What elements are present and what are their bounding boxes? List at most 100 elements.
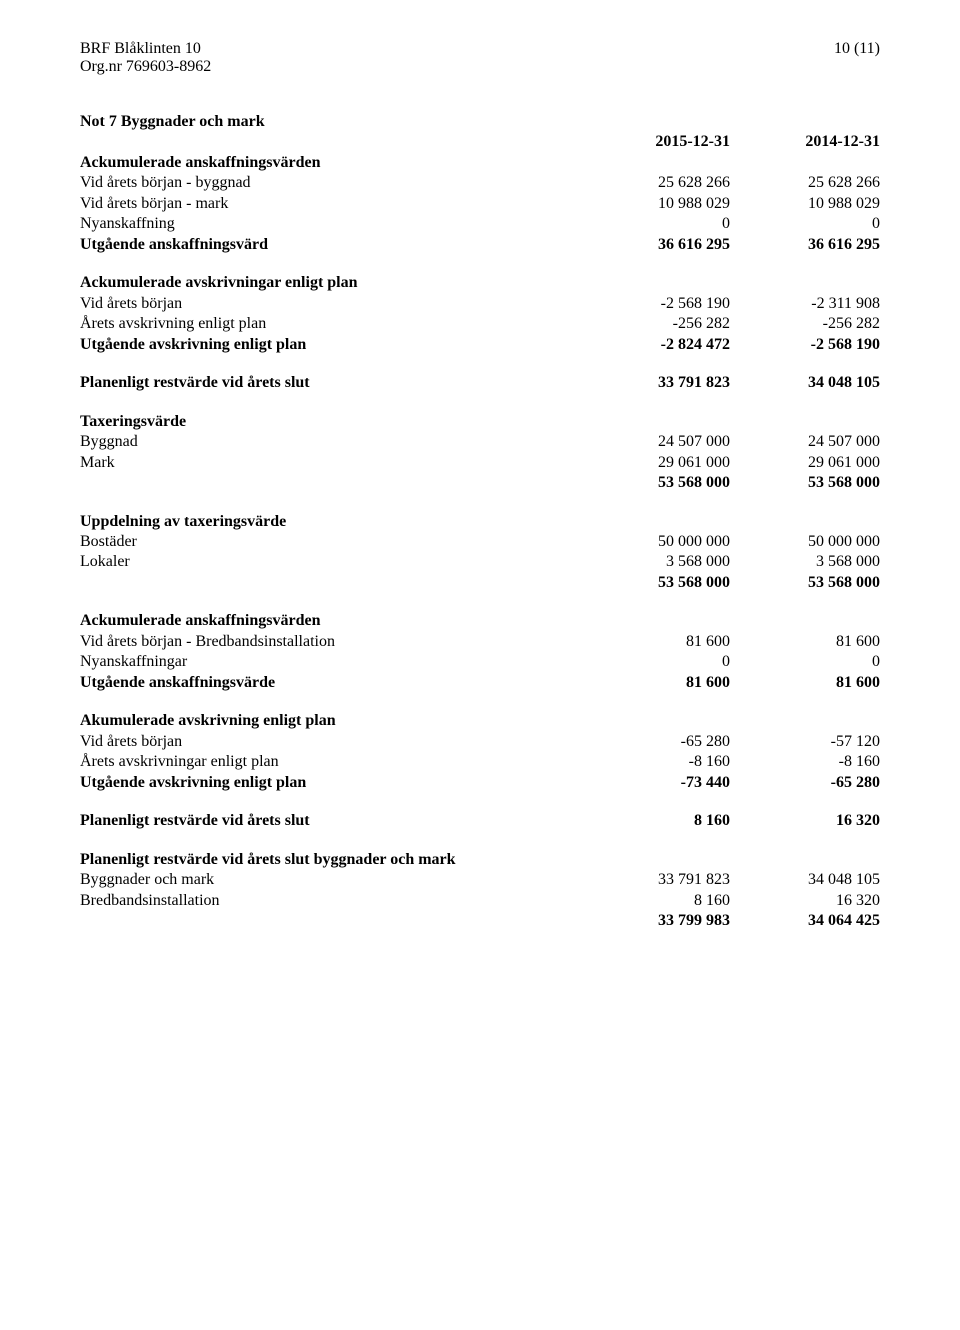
blank-label bbox=[80, 132, 580, 152]
row-value-1: -8 160 bbox=[580, 752, 730, 772]
row-value-2: 50 000 000 bbox=[730, 532, 880, 552]
row-value-2: 25 628 266 bbox=[730, 173, 880, 193]
row-label: Planenligt restvärde vid årets slut bbox=[80, 811, 580, 831]
row-value-2: 53 568 000 bbox=[730, 473, 880, 493]
table-row: Årets avskrivningar enligt plan-8 160-8 … bbox=[80, 752, 880, 772]
row-label: Årets avskrivningar enligt plan bbox=[80, 752, 580, 772]
row-value-1: 81 600 bbox=[580, 632, 730, 652]
row-label: Utgående avskrivning enligt plan bbox=[80, 773, 580, 793]
s4-heading: Taxeringsvärde bbox=[80, 412, 580, 432]
row-label: Nyanskaffning bbox=[80, 214, 580, 234]
table-row: Bredbandsinstallation8 16016 320 bbox=[80, 891, 880, 911]
row-value-1: 81 600 bbox=[580, 673, 730, 693]
row-value-2: -8 160 bbox=[730, 752, 880, 772]
row-label: Vid årets början - Bredbandsinstallation bbox=[80, 632, 580, 652]
row-value-2: 0 bbox=[730, 214, 880, 234]
row-value-2: 36 616 295 bbox=[730, 235, 880, 255]
table-row: 33 799 98334 064 425 bbox=[80, 911, 880, 931]
row-value-1: 33 799 983 bbox=[580, 911, 730, 931]
row-label bbox=[80, 473, 580, 493]
row-label: Nyanskaffningar bbox=[80, 652, 580, 672]
col-header-2: 2014-12-31 bbox=[730, 132, 880, 152]
row-value-1: 53 568 000 bbox=[580, 573, 730, 593]
table-row: Lokaler3 568 0003 568 000 bbox=[80, 552, 880, 572]
row-value-1: 36 616 295 bbox=[580, 235, 730, 255]
row-label: Planenligt restvärde vid årets slut bbox=[80, 373, 580, 393]
row-value-2: 34 048 105 bbox=[730, 373, 880, 393]
table-row: Vid årets början-2 568 190-2 311 908 bbox=[80, 294, 880, 314]
row-value-1: -2 568 190 bbox=[580, 294, 730, 314]
row-value-1: 33 791 823 bbox=[580, 373, 730, 393]
row-value-2: 34 064 425 bbox=[730, 911, 880, 931]
table-row: Vid årets början - Bredbandsinstallation… bbox=[80, 632, 880, 652]
row-label: Lokaler bbox=[80, 552, 580, 572]
row-value-1: 8 160 bbox=[580, 891, 730, 911]
row-label: Vid årets början bbox=[80, 732, 580, 752]
row-value-2: 81 600 bbox=[730, 632, 880, 652]
row-value-1: 3 568 000 bbox=[580, 552, 730, 572]
row-value-2: 16 320 bbox=[730, 891, 880, 911]
header-left: BRF Blåklinten 10 Org.nr 769603-8962 bbox=[80, 40, 211, 76]
row-value-1: 29 061 000 bbox=[580, 453, 730, 473]
table-row: Utgående avskrivning enligt plan-73 440-… bbox=[80, 773, 880, 793]
row-value-2: -2 311 908 bbox=[730, 294, 880, 314]
table-row: Bostäder50 000 00050 000 000 bbox=[80, 532, 880, 552]
row-label: Vid årets början - byggnad bbox=[80, 173, 580, 193]
row-value-1: 0 bbox=[580, 652, 730, 672]
row-value-1: 24 507 000 bbox=[580, 432, 730, 452]
row-value-2: 0 bbox=[730, 652, 880, 672]
row-value-2: -2 568 190 bbox=[730, 335, 880, 355]
table-row: 53 568 00053 568 000 bbox=[80, 573, 880, 593]
row-label: Utgående anskaffningsvärde bbox=[80, 673, 580, 693]
note-title: Not 7 Byggnader och mark bbox=[80, 112, 880, 132]
row-value-2: 81 600 bbox=[730, 673, 880, 693]
row-value-2: -256 282 bbox=[730, 314, 880, 334]
row-label: Bostäder bbox=[80, 532, 580, 552]
row-value-1: 50 000 000 bbox=[580, 532, 730, 552]
row-value-2: 24 507 000 bbox=[730, 432, 880, 452]
row-label: Byggnad bbox=[80, 432, 580, 452]
row-label bbox=[80, 573, 580, 593]
page-header: BRF Blåklinten 10 Org.nr 769603-8962 10 … bbox=[80, 40, 880, 76]
table-row: Utgående avskrivning enligt plan-2 824 4… bbox=[80, 335, 880, 355]
row-label: Vid årets början bbox=[80, 294, 580, 314]
s6-heading-row: Ackumulerade anskaffningsvärden bbox=[80, 611, 880, 631]
table-row: Utgående anskaffningsvärd36 616 29536 61… bbox=[80, 235, 880, 255]
table-row: Mark29 061 00029 061 000 bbox=[80, 453, 880, 473]
row-label: Utgående avskrivning enligt plan bbox=[80, 335, 580, 355]
row-label: Byggnader och mark bbox=[80, 870, 580, 890]
row-value-2: 16 320 bbox=[730, 811, 880, 831]
table-row: Byggnad24 507 00024 507 000 bbox=[80, 432, 880, 452]
table-row: Utgående anskaffningsvärde81 60081 600 bbox=[80, 673, 880, 693]
table-row: Planenligt restvärde vid årets slut8 160… bbox=[80, 811, 880, 831]
s5-heading: Uppdelning av taxeringsvärde bbox=[80, 512, 580, 532]
row-value-1: 53 568 000 bbox=[580, 473, 730, 493]
s9-heading-row: Planenligt restvärde vid årets slut bygg… bbox=[80, 850, 880, 870]
s4-heading-row: Taxeringsvärde bbox=[80, 412, 880, 432]
row-value-1: -73 440 bbox=[580, 773, 730, 793]
row-value-1: 33 791 823 bbox=[580, 870, 730, 890]
table-row: Nyanskaffningar00 bbox=[80, 652, 880, 672]
row-value-2: -65 280 bbox=[730, 773, 880, 793]
table-row: Nyanskaffning00 bbox=[80, 214, 880, 234]
s9-heading: Planenligt restvärde vid årets slut bygg… bbox=[80, 850, 580, 870]
table-row: Vid årets början-65 280-57 120 bbox=[80, 732, 880, 752]
page-number: 10 (11) bbox=[834, 40, 880, 76]
row-value-2: 53 568 000 bbox=[730, 573, 880, 593]
s7-heading-row: Akumulerade avskrivning enligt plan bbox=[80, 711, 880, 731]
table-row: Vid årets början - mark10 988 02910 988 … bbox=[80, 194, 880, 214]
s1-heading: Ackumulerade anskaffningsvärden bbox=[80, 153, 580, 173]
note-title-row: Not 7 Byggnader och mark bbox=[80, 112, 880, 132]
row-value-1: -65 280 bbox=[580, 732, 730, 752]
s6-heading: Ackumulerade anskaffningsvärden bbox=[80, 611, 580, 631]
row-value-2: 34 048 105 bbox=[730, 870, 880, 890]
row-value-2: -57 120 bbox=[730, 732, 880, 752]
s2-heading-row: Ackumulerade avskrivningar enligt plan bbox=[80, 273, 880, 293]
row-label: Bredbandsinstallation bbox=[80, 891, 580, 911]
row-value-1: 0 bbox=[580, 214, 730, 234]
row-value-2: 10 988 029 bbox=[730, 194, 880, 214]
table-row: Planenligt restvärde vid årets slut33 79… bbox=[80, 373, 880, 393]
row-value-1: 8 160 bbox=[580, 811, 730, 831]
table-row: Årets avskrivning enligt plan-256 282-25… bbox=[80, 314, 880, 334]
row-value-1: -2 824 472 bbox=[580, 335, 730, 355]
